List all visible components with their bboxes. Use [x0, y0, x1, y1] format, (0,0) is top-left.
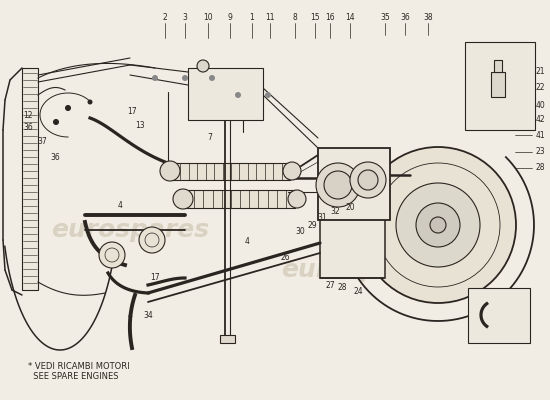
- Bar: [172, 163, 290, 180]
- Text: 31: 31: [517, 330, 527, 340]
- Bar: [494, 60, 502, 72]
- Text: 40: 40: [535, 100, 545, 110]
- Circle shape: [396, 183, 480, 267]
- Text: 8: 8: [293, 14, 298, 22]
- Circle shape: [360, 147, 516, 303]
- Text: 28: 28: [337, 284, 346, 292]
- Text: 25: 25: [477, 54, 487, 62]
- Circle shape: [160, 161, 180, 181]
- Text: 35: 35: [380, 14, 390, 22]
- Text: 1: 1: [250, 14, 254, 22]
- Text: 2: 2: [163, 14, 167, 22]
- Circle shape: [235, 92, 241, 98]
- Text: 34: 34: [143, 310, 153, 320]
- Circle shape: [99, 242, 125, 268]
- Text: SEE SPARE ENGINES: SEE SPARE ENGINES: [28, 372, 118, 381]
- Circle shape: [430, 217, 446, 233]
- Text: 15: 15: [310, 14, 320, 22]
- Text: 9: 9: [228, 14, 233, 22]
- Text: 4: 4: [118, 200, 123, 210]
- Text: 3: 3: [183, 14, 188, 22]
- Circle shape: [416, 203, 460, 247]
- Text: 19: 19: [477, 64, 487, 72]
- Circle shape: [65, 106, 70, 110]
- Text: 31: 31: [317, 214, 327, 222]
- Text: 10: 10: [203, 14, 213, 22]
- Bar: [468, 288, 530, 343]
- Text: 23: 23: [535, 148, 545, 156]
- Text: 30: 30: [295, 228, 305, 236]
- Text: 24: 24: [353, 288, 363, 296]
- Bar: [22, 68, 38, 290]
- Bar: [320, 218, 385, 278]
- Text: 4: 4: [128, 310, 133, 320]
- Circle shape: [65, 105, 71, 111]
- Text: 36: 36: [400, 14, 410, 22]
- Text: 12: 12: [23, 110, 33, 120]
- Bar: [491, 72, 505, 97]
- Text: 32: 32: [330, 208, 340, 216]
- Text: 36: 36: [23, 124, 33, 132]
- Circle shape: [209, 75, 215, 81]
- Text: eurospares: eurospares: [281, 258, 439, 282]
- Text: 38: 38: [423, 14, 433, 22]
- Circle shape: [152, 75, 158, 81]
- Circle shape: [139, 227, 165, 253]
- Text: 26: 26: [280, 254, 290, 262]
- Text: 20: 20: [345, 204, 355, 212]
- Circle shape: [265, 92, 271, 98]
- Text: 41: 41: [535, 130, 545, 140]
- Bar: [318, 148, 390, 220]
- Text: 4: 4: [245, 238, 250, 246]
- Circle shape: [53, 120, 58, 124]
- Text: 16: 16: [325, 14, 335, 22]
- Circle shape: [53, 119, 59, 125]
- Bar: [465, 42, 535, 130]
- Text: 17: 17: [150, 274, 160, 282]
- Bar: [185, 190, 295, 208]
- Text: 21: 21: [535, 68, 544, 76]
- Text: 28: 28: [535, 164, 544, 172]
- Bar: [188, 68, 263, 120]
- Text: 11: 11: [265, 14, 275, 22]
- Text: 7: 7: [207, 134, 212, 142]
- Circle shape: [358, 170, 378, 190]
- Text: 27: 27: [325, 280, 335, 290]
- Circle shape: [350, 162, 386, 198]
- Text: 42: 42: [535, 116, 545, 124]
- Text: * VEDI RICAMBI MOTORI: * VEDI RICAMBI MOTORI: [28, 362, 130, 371]
- Text: 14: 14: [345, 14, 355, 22]
- Circle shape: [316, 163, 360, 207]
- Bar: [220, 335, 235, 343]
- Circle shape: [283, 162, 301, 180]
- Text: 36: 36: [50, 154, 60, 162]
- Text: 37: 37: [37, 138, 47, 146]
- Text: 17: 17: [127, 108, 137, 116]
- Text: 29: 29: [307, 220, 317, 230]
- Circle shape: [324, 171, 352, 199]
- Text: 22: 22: [535, 84, 544, 92]
- Circle shape: [182, 75, 188, 81]
- Circle shape: [173, 189, 193, 209]
- Circle shape: [288, 190, 306, 208]
- Circle shape: [87, 100, 92, 104]
- Text: eurospares: eurospares: [51, 218, 209, 242]
- Text: 13: 13: [135, 120, 145, 130]
- Circle shape: [197, 60, 209, 72]
